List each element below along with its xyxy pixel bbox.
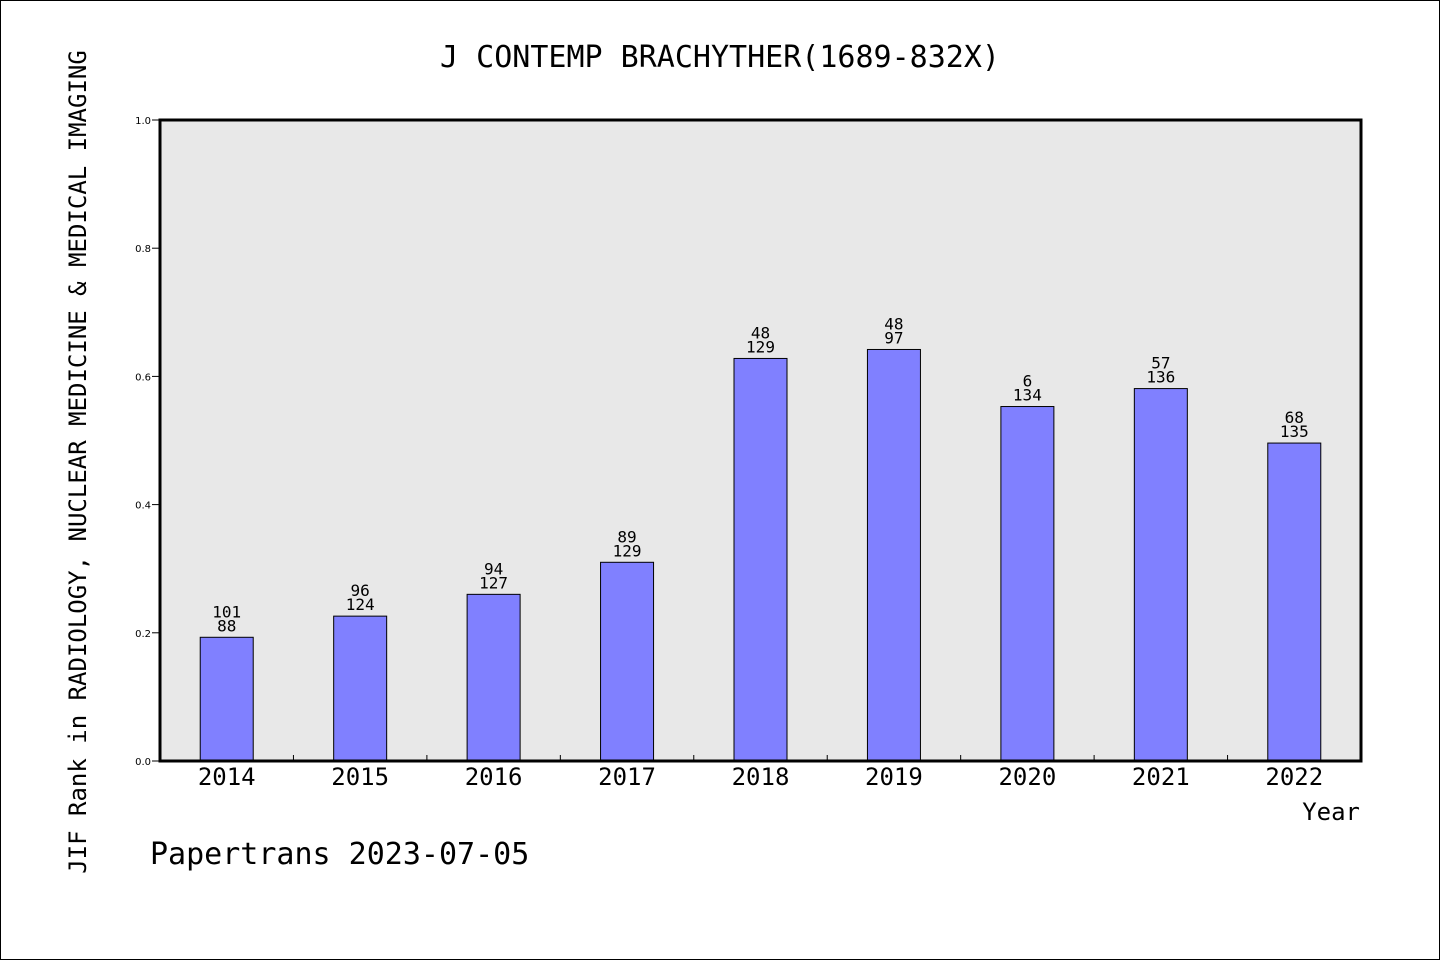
- watermark: Papertrans 2023-07-05: [150, 837, 529, 872]
- y-tick-label: 0.8: [135, 244, 151, 255]
- y-tick-label: 0.2: [135, 629, 151, 640]
- y-tick-label: 0.0: [135, 757, 151, 768]
- bar-label-bottom: 136: [1146, 368, 1175, 387]
- bar-label-bottom: 127: [479, 573, 508, 592]
- x-tick-label: 2014: [198, 763, 256, 791]
- bar-label-top: 48: [751, 323, 770, 342]
- y-axis-ticks: 0.0 0.2 0.4 0.6 0.8 1.0: [135, 116, 160, 768]
- bar-label-top: 101: [212, 602, 241, 621]
- plot-border: [158, 118, 1363, 763]
- x-tick-label: 2016: [465, 763, 523, 791]
- bar-label-top: 89: [617, 527, 636, 546]
- bar-label-top: 94: [484, 559, 503, 578]
- chart-title: J CONTEMP BRACHYTHER(1689-832X): [440, 40, 1000, 75]
- y-axis-label: JIF Rank in RADIOLOGY, NUCLEAR MEDICINE …: [64, 50, 92, 874]
- bar-label-bottom: 129: [746, 337, 775, 356]
- x-tick-label: 2021: [1132, 763, 1190, 791]
- x-axis-ticks: 2014 2015 2016 2017 2018 2019 2020 2021 2022: [198, 755, 1323, 791]
- bar-label-top: 96: [351, 581, 370, 600]
- bar-label-top: 6: [1023, 372, 1033, 391]
- bars: 1018896124941278912948129489761345713668…: [199, 314, 1322, 762]
- x-tick-label: 2017: [598, 763, 656, 791]
- bar-2022: [1267, 442, 1322, 762]
- bar-label-bottom: 135: [1280, 422, 1309, 441]
- bar-2016: [466, 593, 521, 762]
- bar-label-top: 68: [1285, 408, 1304, 427]
- y-tick-label: 0.6: [135, 372, 151, 383]
- bar-label-top: 57: [1151, 354, 1170, 373]
- bar-2019: [866, 348, 921, 762]
- bar-2020: [1000, 406, 1055, 762]
- x-tick-label: 2018: [732, 763, 790, 791]
- x-tick-label: 2019: [865, 763, 923, 791]
- x-tick-label: 2020: [998, 763, 1056, 791]
- y-tick-label: 1.0: [135, 116, 151, 127]
- bar-label-top: 48: [884, 314, 903, 333]
- bar-label-bottom: 134: [1013, 386, 1042, 405]
- bar-2017: [600, 561, 655, 762]
- y-tick-label: 0.4: [135, 501, 151, 512]
- bar-2014: [199, 636, 254, 762]
- bar-label-bottom: 88: [217, 616, 236, 635]
- bar-label-bottom: 124: [346, 595, 375, 614]
- bar-2015: [333, 615, 388, 762]
- bar-label-bottom: 129: [613, 541, 642, 560]
- bar-2018: [733, 357, 788, 762]
- bar-label-bottom: 97: [884, 328, 903, 347]
- x-tick-label: 2022: [1265, 763, 1323, 791]
- x-tick-label: 2015: [331, 763, 389, 791]
- bar-2021: [1133, 388, 1188, 762]
- x-axis-label: Year: [1302, 798, 1360, 826]
